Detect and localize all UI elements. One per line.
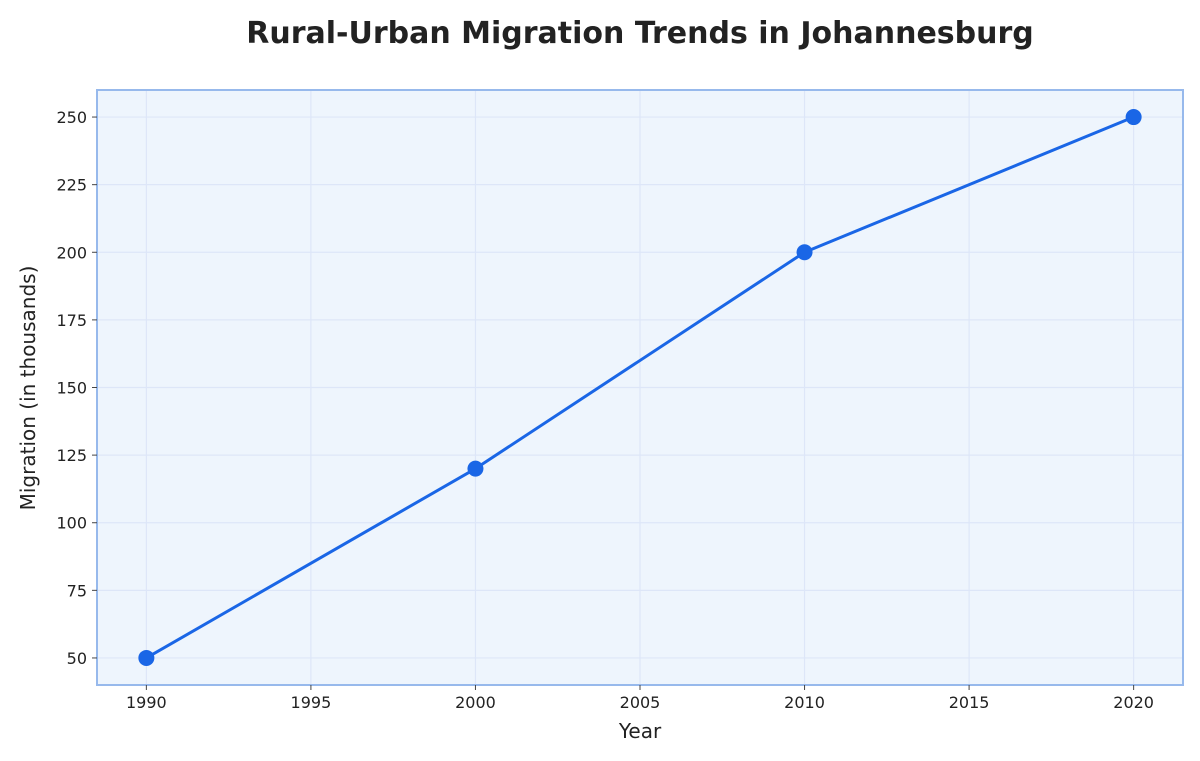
x-tick-label: 2010	[784, 693, 825, 712]
x-tick-label: 2005	[620, 693, 661, 712]
y-tick-label: 100	[56, 514, 87, 533]
data-points	[138, 109, 1142, 666]
y-tick-label: 50	[67, 649, 87, 668]
x-tick-label: 1995	[291, 693, 332, 712]
x-axis-label: Year	[618, 719, 662, 743]
y-tick-label: 225	[56, 176, 87, 195]
x-tick-label: 2020	[1113, 693, 1154, 712]
x-tick-label: 1990	[126, 693, 167, 712]
chart-title: Rural-Urban Migration Trends in Johannes…	[246, 16, 1034, 51]
data-point	[138, 649, 155, 666]
y-tick-label: 75	[67, 581, 87, 600]
data-point	[467, 460, 484, 477]
series-line	[144, 115, 1136, 660]
y-tick-label: 125	[56, 446, 87, 465]
y-axis-ticks: 50 75 100 125 150 175 200 225 250	[56, 108, 97, 668]
grid	[97, 90, 1183, 685]
y-axis-label: Migration (in thousands)	[16, 266, 40, 511]
y-tick-label: 175	[56, 311, 87, 330]
x-tick-label: 2000	[455, 693, 496, 712]
y-tick-label: 250	[56, 108, 87, 127]
x-tick-label: 2015	[949, 693, 990, 712]
y-tick-label: 200	[56, 243, 87, 262]
data-point	[796, 244, 813, 261]
data-point	[1125, 109, 1142, 126]
x-axis-ticks: 1990 1995 2000 2005 2010 2015 2020	[126, 685, 1154, 712]
y-tick-label: 150	[56, 379, 87, 398]
